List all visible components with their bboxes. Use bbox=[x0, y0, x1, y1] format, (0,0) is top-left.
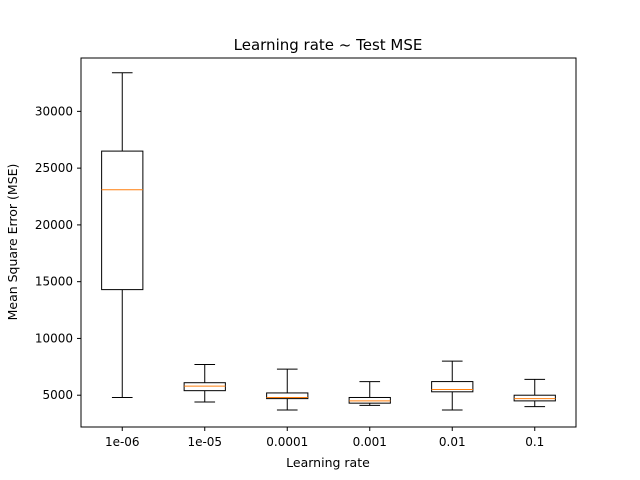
chart-title: Learning rate ~ Test MSE bbox=[234, 36, 423, 54]
y-tick-label: 10000 bbox=[35, 331, 73, 345]
x-tick-label: 0.0001 bbox=[266, 435, 308, 449]
y-axis-label: Mean Square Error (MSE) bbox=[5, 164, 20, 321]
box-iqr bbox=[431, 381, 474, 393]
box-iqr bbox=[183, 382, 226, 392]
x-tick-label: 0.01 bbox=[439, 435, 466, 449]
box-iqr bbox=[513, 394, 556, 402]
y-tick-label: 5000 bbox=[42, 388, 73, 402]
y-tick-label: 15000 bbox=[35, 275, 73, 289]
plot-area: 1e-06 1e-05 0.0001 0.001 0.01 0.1 5000 10000 150… bbox=[35, 57, 577, 449]
y-tick-label: 30000 bbox=[35, 104, 73, 118]
x-axis-label: Learning rate bbox=[286, 455, 370, 470]
x-tick-label: 0.1 bbox=[525, 435, 544, 449]
box-iqr bbox=[348, 396, 391, 404]
plot-frame bbox=[80, 57, 577, 428]
x-tick-label: 1e-06 bbox=[105, 435, 140, 449]
x-tick-label: 1e-05 bbox=[187, 435, 222, 449]
y-tick-label: 20000 bbox=[35, 218, 73, 232]
y-tick-label: 25000 bbox=[35, 161, 73, 175]
box-iqr bbox=[101, 150, 144, 291]
x-tick-label: 0.001 bbox=[353, 435, 387, 449]
box-iqr bbox=[266, 392, 309, 400]
